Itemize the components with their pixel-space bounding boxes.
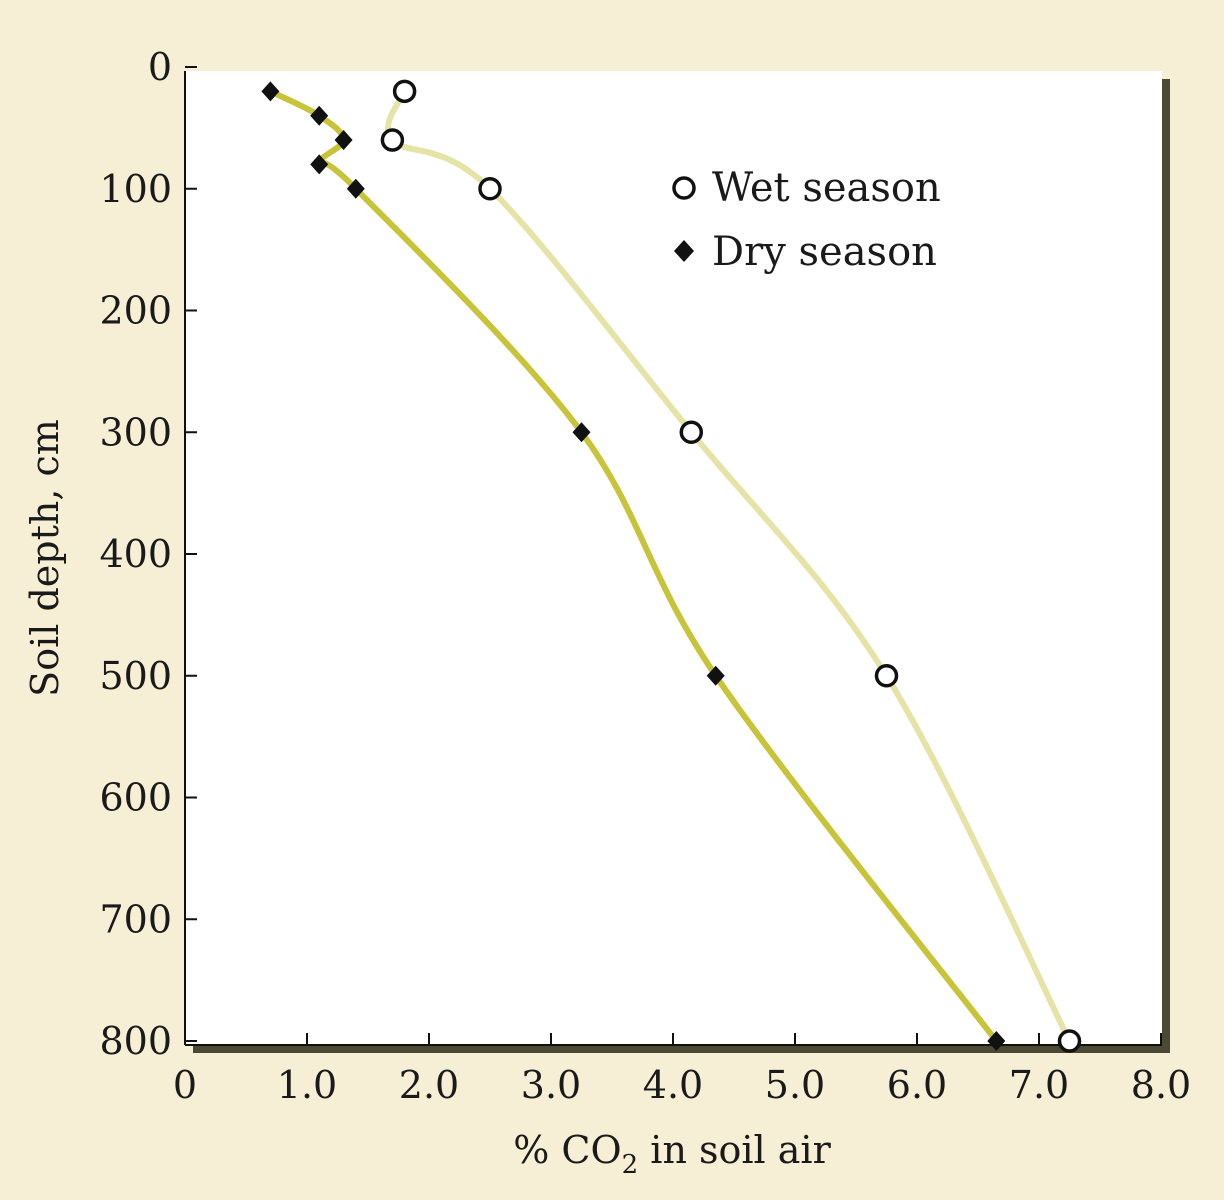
y-tick-label: 200 xyxy=(99,289,172,333)
x-tick-label: 6.0 xyxy=(887,1063,947,1107)
data-point-dry-season xyxy=(261,81,280,102)
x-tick-label: 3.0 xyxy=(521,1063,581,1107)
data-point-dry-season xyxy=(987,1031,1006,1051)
series-markers xyxy=(261,79,1082,1053)
data-point-wet-season xyxy=(478,177,502,201)
data-point-dry-season xyxy=(572,422,591,443)
x-tick-label: 0 xyxy=(173,1063,197,1107)
y-tick-label: 100 xyxy=(99,167,172,211)
legend-marker-wet-season xyxy=(672,176,696,200)
x-tick-label: 2.0 xyxy=(399,1063,459,1107)
data-point-wet-season xyxy=(874,664,899,688)
data-point-dry-season xyxy=(310,105,329,126)
y-axis-ticks: 0 100 200 300 400 500 600 700 800 xyxy=(99,45,197,1063)
legend-label-dry-season: Dry season xyxy=(712,229,937,275)
y-axis-title: Soil depth, cm xyxy=(23,419,67,697)
x-tick-label: 8.0 xyxy=(1131,1063,1191,1107)
data-point-wet-season xyxy=(392,79,417,104)
x-tick-label: 1.0 xyxy=(277,1063,337,1107)
data-point-wet-season xyxy=(679,420,704,444)
legend-marker-dry-season xyxy=(674,240,694,262)
y-tick-label: 800 xyxy=(99,1019,172,1063)
x-tick-label: 4.0 xyxy=(643,1063,703,1107)
x-axis-title: % CO2 in soil air xyxy=(513,1128,831,1180)
x-tick-label: 5.0 xyxy=(765,1063,825,1107)
y-tick-label: 0 xyxy=(148,45,172,89)
data-point-dry-season xyxy=(334,130,353,151)
x-axis-ticks: 0 1.0 2.0 3.0 4.0 5.0 6.0 7.0 8.0 xyxy=(173,1033,1191,1107)
data-point-dry-season xyxy=(346,178,365,199)
data-point-dry-season xyxy=(706,665,725,686)
x-tick-label: 7.0 xyxy=(1009,1063,1069,1107)
y-tick-label: 400 xyxy=(99,532,172,576)
data-point-wet-season xyxy=(1057,1029,1082,1053)
legend-label-wet-season: Wet season xyxy=(712,165,941,211)
y-tick-label: 300 xyxy=(99,410,172,454)
data-point-dry-season xyxy=(310,154,329,175)
y-tick-label: 700 xyxy=(99,897,172,941)
data-point-wet-season xyxy=(380,128,405,152)
y-tick-label: 500 xyxy=(99,654,172,698)
legend: Wet season Dry season xyxy=(672,165,941,275)
y-tick-label: 600 xyxy=(99,776,172,820)
plot-area xyxy=(185,71,1162,1045)
